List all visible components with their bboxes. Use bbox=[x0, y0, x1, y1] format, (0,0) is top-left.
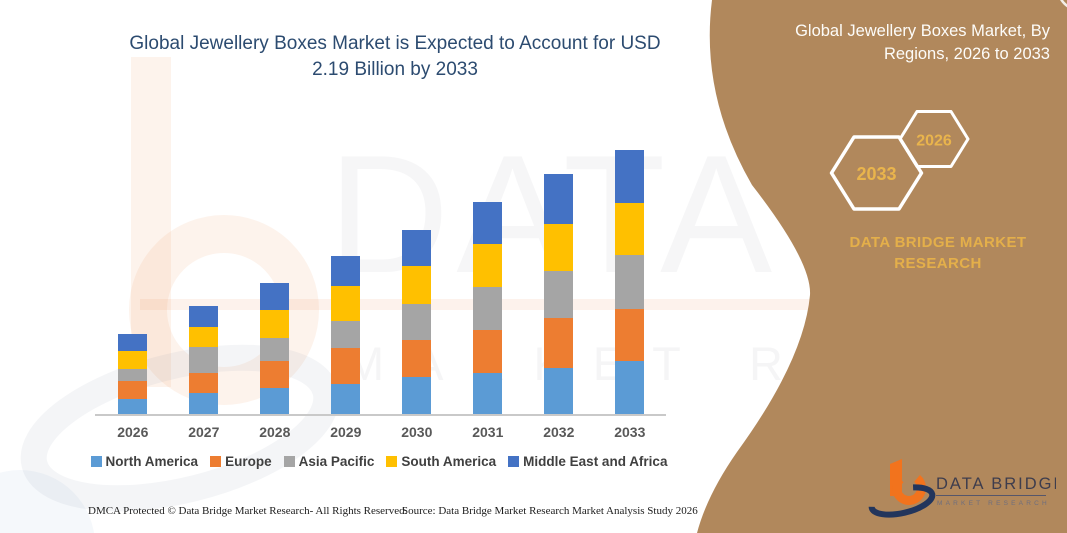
bar-segment-2029 bbox=[331, 285, 361, 321]
chart-title-line2: 2.19 Billion by 2033 bbox=[312, 59, 478, 80]
bar-segment-2033 bbox=[615, 360, 645, 415]
panel-heading: Global Jewellery Boxes Market, By Region… bbox=[795, 22, 1050, 63]
bar-segment-2029 bbox=[331, 320, 361, 349]
hexagon-2033 bbox=[829, 135, 924, 211]
hexagon-2033-label: 2033 bbox=[856, 164, 896, 184]
company-logo: DATA BRIDGE MARKET RESEARCH bbox=[868, 459, 1056, 518]
bar-segment-2027 bbox=[189, 306, 219, 327]
legend-item: North America bbox=[90, 454, 199, 469]
hexagon-2026-label: 2026 bbox=[916, 133, 952, 150]
legend-swatch bbox=[90, 456, 102, 467]
bar-segment-2030 bbox=[402, 266, 432, 304]
hexagon-badges: 2033 2026 bbox=[829, 110, 970, 211]
bar-segment-2033 bbox=[615, 203, 645, 256]
source-note: Source: Data Bridge Market Research Mark… bbox=[402, 505, 698, 517]
brand-text-line2: RESEARCH bbox=[894, 255, 982, 272]
legend-label: North America bbox=[105, 454, 199, 469]
bar-segment-2030 bbox=[402, 229, 432, 267]
bar-segment-2027 bbox=[189, 326, 219, 348]
legend-item: South America bbox=[386, 454, 496, 469]
x-axis-label: 2027 bbox=[188, 424, 220, 440]
bar-segment-2028 bbox=[260, 283, 290, 310]
bar-segment-2031 bbox=[473, 244, 503, 287]
bar-segment-2026 bbox=[118, 381, 148, 400]
legend-label: Asia Pacific bbox=[298, 454, 375, 469]
bar-segment-2031 bbox=[473, 330, 503, 373]
x-axis-line bbox=[95, 414, 666, 416]
brand-text-line1: DATA BRIDGE MARKET bbox=[849, 234, 1027, 251]
bar-segment-2029 bbox=[331, 348, 361, 384]
bar-segment-2030 bbox=[402, 377, 432, 415]
bar-segment-2026 bbox=[118, 333, 148, 351]
brand-text: DATA BRIDGE MARKET RESEARCH bbox=[818, 232, 1058, 274]
bar-segment-2028 bbox=[260, 360, 290, 389]
logo-wordmark: DATA BRIDGE bbox=[936, 475, 1056, 493]
chart-legend: North America Europe Asia Pacific South Ame… bbox=[88, 454, 670, 469]
x-axis-label: 2029 bbox=[330, 424, 362, 440]
legend-swatch bbox=[283, 456, 295, 467]
bar-segment-2031 bbox=[473, 372, 503, 415]
bar-segment-2026 bbox=[118, 350, 148, 369]
legend-item: Asia Pacific bbox=[283, 454, 375, 469]
bar-segment-2033 bbox=[615, 255, 645, 309]
x-axis-label: 2031 bbox=[472, 424, 504, 440]
bar-segment-2030 bbox=[402, 339, 432, 378]
legend-swatch bbox=[508, 456, 520, 467]
x-axis-label: 2026 bbox=[117, 424, 149, 440]
bar-segment-2033 bbox=[615, 150, 645, 204]
bar-segment-2033 bbox=[615, 308, 645, 361]
legend-label: South America bbox=[401, 454, 497, 469]
legend-item: Middle East and Africa bbox=[508, 454, 667, 469]
hexagon-2026 bbox=[898, 110, 970, 168]
bar-segment-2027 bbox=[189, 347, 219, 373]
bar-segment-2028 bbox=[260, 309, 290, 338]
chart-title: Global Jewellery Boxes Market is Expecte… bbox=[100, 31, 690, 83]
bar-segment-2026 bbox=[118, 369, 148, 382]
bar-segment-2032 bbox=[544, 223, 574, 271]
bar-segment-2029 bbox=[331, 256, 361, 286]
chart-title-line1: Global Jewellery Boxes Market is Expecte… bbox=[129, 33, 661, 54]
bar-segment-2032 bbox=[544, 271, 574, 319]
x-axis-label: 2032 bbox=[543, 424, 575, 440]
data-bridge-logo-icon bbox=[868, 459, 936, 518]
legend-swatch bbox=[386, 456, 398, 467]
legend-label: Middle East and Africa bbox=[523, 454, 668, 469]
bar-segment-2031 bbox=[473, 202, 503, 245]
legend-swatch bbox=[210, 456, 222, 467]
bar-segment-2032 bbox=[544, 174, 574, 224]
dmca-notice: DMCA Protected © Data Bridge Market Rese… bbox=[88, 505, 408, 517]
legend-label: Europe bbox=[225, 454, 272, 469]
bar-segment-2028 bbox=[260, 337, 290, 361]
bar-segment-2026 bbox=[118, 399, 148, 415]
bar-segment-2031 bbox=[473, 286, 503, 331]
x-axis-label: 2028 bbox=[259, 424, 291, 440]
bar-segment-2029 bbox=[331, 383, 361, 415]
logo-subtitle: MARKET RESEARCH bbox=[937, 500, 1050, 507]
bar-segment-2030 bbox=[402, 303, 432, 340]
x-axis-label: 2030 bbox=[401, 424, 433, 440]
bar-segment-2028 bbox=[260, 388, 290, 415]
bar-segment-2032 bbox=[544, 367, 574, 415]
bar-segment-2032 bbox=[544, 318, 574, 368]
legend-item: Europe bbox=[210, 454, 272, 469]
bar-segment-2027 bbox=[189, 393, 219, 415]
bar-segment-2027 bbox=[189, 372, 219, 394]
x-axis-label: 2033 bbox=[614, 424, 646, 440]
